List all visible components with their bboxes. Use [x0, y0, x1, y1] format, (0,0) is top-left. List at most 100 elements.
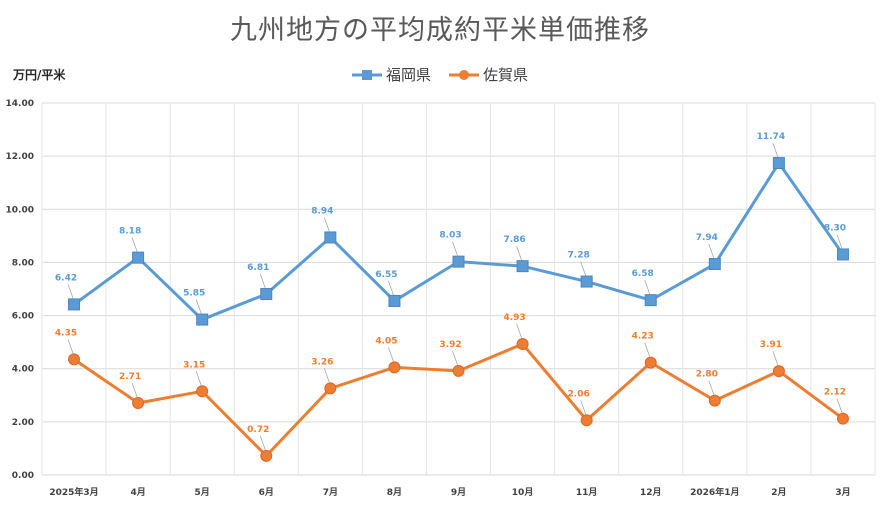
legend-label-saga: 佐賀県 — [483, 66, 529, 84]
legend-square-marker-icon — [351, 69, 382, 80]
data-point-circle — [644, 356, 657, 369]
y-axis-unit-label: 万円/平米 — [13, 68, 66, 82]
data-label: 6.42 — [55, 273, 77, 283]
data-label-leader — [195, 299, 202, 314]
data-label: 8.30 — [824, 223, 846, 233]
data-label: 7.86 — [503, 235, 525, 245]
data-point-square — [452, 255, 465, 268]
data-label: 6.81 — [247, 263, 269, 273]
x-tick-label: 8月 — [387, 487, 402, 498]
legend-item-fukuoka: 福岡県 — [351, 64, 431, 85]
data-point-square — [836, 248, 849, 261]
data-label-leader — [580, 261, 587, 276]
legend: 福岡県 佐賀県 — [0, 64, 880, 85]
data-label-leader — [452, 241, 458, 256]
data-label: 3.15 — [183, 360, 205, 370]
data-point-circle — [324, 382, 337, 395]
data-label: 2.80 — [696, 370, 718, 380]
y-tick-label: 14.00 — [6, 99, 34, 109]
data-label-leader — [259, 273, 266, 289]
x-tick-label: 4月 — [130, 487, 145, 498]
data-point-square — [388, 294, 401, 307]
data-point-square — [772, 157, 785, 170]
data-label: 0.72 — [247, 425, 269, 435]
data-label-leader — [644, 280, 651, 295]
data-label: 8.18 — [119, 227, 141, 237]
y-tick-label: 8.00 — [12, 258, 34, 268]
data-label-leader — [131, 382, 138, 398]
data-label-leader — [772, 350, 779, 366]
data-label: 4.23 — [632, 332, 654, 342]
data-label-leader — [708, 243, 715, 259]
data-label: 11.74 — [757, 132, 785, 142]
data-label-leader — [388, 280, 394, 296]
data-label-leader — [323, 217, 330, 232]
data-label: 6.58 — [632, 269, 654, 279]
data-point-circle — [196, 385, 209, 398]
data-point-circle — [772, 365, 785, 378]
data-label: 5.85 — [183, 289, 205, 299]
data-point-circle — [708, 394, 721, 407]
data-label: 2.06 — [568, 389, 590, 399]
data-label-leader — [67, 339, 74, 354]
data-point-circle — [452, 364, 465, 377]
data-label: 6.55 — [375, 270, 397, 280]
data-point-square — [708, 258, 721, 271]
x-tick-label: 3月 — [835, 487, 850, 498]
data-label: 4.05 — [375, 336, 397, 346]
data-point-square — [580, 275, 593, 288]
y-tick-label: 4.00 — [12, 365, 34, 375]
data-label-leader — [772, 142, 779, 158]
x-tick-label: 5月 — [195, 487, 210, 498]
data-label: 2.71 — [119, 372, 141, 382]
data-label: 4.93 — [503, 313, 525, 323]
x-tick-label: 12月 — [640, 487, 662, 498]
data-label: 3.26 — [311, 357, 333, 367]
data-point-circle — [516, 338, 529, 351]
data-point-circle — [388, 361, 401, 374]
data-label: 8.03 — [439, 231, 461, 241]
data-point-square — [196, 313, 209, 326]
y-tick-label: 10.00 — [6, 205, 34, 215]
data-point-square — [644, 294, 657, 307]
data-label: 7.28 — [568, 251, 590, 261]
data-point-circle — [836, 412, 849, 425]
data-point-circle — [260, 449, 273, 462]
data-label-leader — [644, 342, 651, 357]
data-label-leader — [836, 234, 843, 249]
legend-label-fukuoka: 福岡県 — [385, 66, 431, 84]
data-label: 4.35 — [55, 328, 77, 338]
data-point-square — [260, 288, 273, 301]
data-label-leader — [708, 380, 715, 395]
x-tick-label: 10月 — [512, 487, 534, 498]
data-label: 8.94 — [311, 206, 333, 216]
y-tick-label: 12.00 — [6, 152, 34, 162]
data-label-leader — [67, 284, 74, 299]
data-label: 3.92 — [439, 340, 461, 350]
data-point-square — [324, 231, 337, 244]
x-tick-label: 9月 — [451, 487, 466, 498]
data-label-leader — [323, 368, 330, 383]
x-tick-label: 2026年1月 — [690, 486, 739, 498]
x-tick-label: 11月 — [576, 487, 598, 498]
legend-item-saga: 佐賀県 — [449, 64, 528, 85]
data-label-leader — [580, 400, 587, 415]
data-label-leader — [195, 371, 202, 386]
data-label-leader — [516, 323, 522, 339]
y-tick-label: 0.00 — [12, 471, 34, 481]
data-label-leader — [836, 398, 843, 413]
y-tick-label: 2.00 — [12, 418, 34, 428]
y-tick-label: 6.00 — [12, 312, 34, 322]
data-label-leader — [259, 435, 266, 451]
legend-circle-marker-icon — [449, 69, 479, 80]
data-point-circle — [68, 353, 81, 366]
data-point-circle — [580, 414, 593, 427]
x-tick-label: 2025年3月 — [49, 486, 98, 498]
data-label-leader — [388, 347, 394, 362]
data-label-leader — [516, 246, 522, 261]
data-label: 3.91 — [760, 340, 782, 350]
x-tick-label: 7月 — [323, 487, 338, 498]
data-point-square — [132, 251, 145, 264]
data-point-square — [516, 260, 529, 273]
